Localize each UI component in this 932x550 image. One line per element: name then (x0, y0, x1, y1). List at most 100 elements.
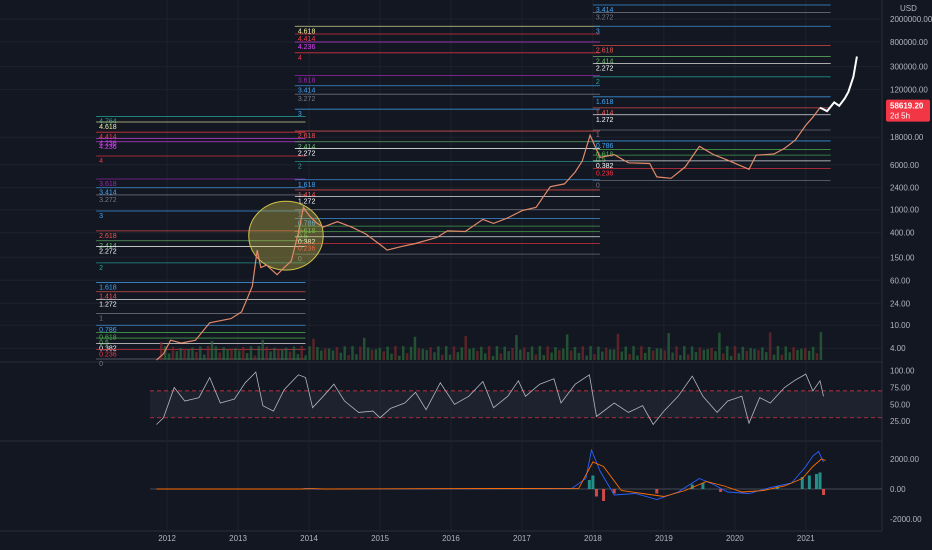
volume-bar (226, 350, 229, 360)
volume-bar (320, 350, 323, 360)
fib-level-label: 2.272 (596, 65, 614, 72)
fib-level-label: 3.272 (99, 197, 117, 204)
volume-bar (347, 355, 350, 360)
macd-tick-label: 2000.00 (890, 455, 919, 464)
macd-histogram-bar (690, 484, 694, 489)
volume-bar (241, 346, 245, 360)
volume-bar (491, 355, 495, 360)
fib-level-label: 1.414 (596, 110, 614, 117)
macd-histogram-bar (822, 489, 826, 495)
volume-bar (191, 347, 194, 360)
fib-level-label: 1 (298, 212, 302, 219)
projection-line (819, 56, 858, 113)
fib-level-label: 1 (596, 132, 600, 139)
volume-bar (565, 334, 569, 360)
price-tick-label: 60.00 (890, 276, 911, 285)
volume-bar (273, 347, 276, 360)
fib-level-label: 3 (298, 111, 302, 118)
volume-bar (312, 338, 315, 360)
fib-level-label: 2.414 (596, 58, 614, 65)
volume-bar (800, 348, 803, 360)
volume-bar (819, 332, 823, 360)
volume-bar (511, 347, 514, 360)
volume-bar (581, 346, 585, 360)
volume-bar (425, 350, 428, 360)
volume-bar (441, 354, 444, 360)
fib-level-label: 4.236 (99, 141, 117, 148)
volume-bar (757, 349, 760, 360)
price-tick-label: 18000.00 (890, 133, 924, 142)
macd-histogram-bar (602, 489, 606, 501)
volume-bar (745, 350, 748, 360)
volume-bar (515, 335, 518, 360)
macd-tick-label: -2000.00 (890, 515, 922, 524)
volume-bar (675, 346, 678, 360)
volume-bar (230, 348, 233, 360)
volume-bar (604, 347, 608, 360)
macd-histogram-bar (655, 489, 659, 494)
macd-histogram-bar (818, 472, 822, 489)
fib-level-label: 1.272 (596, 117, 614, 124)
volume-bar (171, 346, 175, 360)
volume-bar (214, 346, 218, 360)
fib-level-label: 3.618 (298, 78, 316, 85)
fib-level-label: 1.618 (596, 99, 614, 106)
volume-bar (761, 347, 764, 360)
volume-bar (694, 351, 698, 360)
fib-level-label: 2 (99, 265, 103, 272)
fib-level-label: 3.618 (99, 181, 117, 188)
price-tick-label: 4.00 (890, 344, 906, 353)
volume-bar (448, 354, 452, 360)
volume-bar (811, 346, 815, 360)
volume-bar (686, 354, 690, 360)
macd-tick-label: 0.00 (890, 485, 906, 494)
volume-bar (413, 336, 417, 360)
volume-bar (718, 332, 721, 360)
rsi-pane (150, 371, 882, 426)
fib-level-label: 4 (298, 55, 302, 62)
volume-bar (323, 348, 327, 360)
volume-bar (288, 351, 292, 360)
volume-bar (796, 350, 799, 360)
fib-level-label: 2 (298, 164, 302, 171)
volume-bar (655, 348, 659, 360)
volume-bar (683, 346, 686, 360)
volume-bar (206, 346, 210, 360)
volume-bar (593, 353, 596, 360)
grid-layer (0, 0, 883, 532)
volume-bar (647, 346, 651, 360)
volume-bar (480, 346, 483, 360)
volume-bar (499, 353, 503, 360)
volume-bar (714, 351, 717, 360)
volume-bar (421, 348, 425, 360)
macd-histogram-bar (800, 477, 804, 489)
volume-bar (507, 351, 510, 360)
fib-level-label: 1.272 (99, 301, 117, 308)
volume-bar (179, 348, 183, 360)
fib-level-label: 0.236 (298, 245, 316, 252)
highlight-layer (248, 200, 324, 271)
volume-bar (257, 346, 261, 360)
volume-bar (429, 347, 432, 360)
volume-bar (815, 353, 819, 360)
volume-bar (530, 346, 534, 360)
x-tick-label: 2015 (371, 534, 389, 543)
volume-bar (792, 347, 795, 360)
volume-bar (335, 347, 339, 360)
macd-histogram-bar (594, 489, 598, 497)
volume-bar (523, 347, 526, 360)
volume-bar (550, 352, 553, 360)
volume-bar (382, 351, 385, 360)
x-tick-label: 2017 (513, 534, 531, 543)
volume-bar (370, 349, 374, 360)
volume-bar (546, 346, 549, 360)
volume-bar (616, 333, 620, 360)
fib-level-label: 4.618 (298, 28, 316, 35)
last-price-badge-bg (886, 99, 930, 122)
price-tick-label: 6000.00 (890, 161, 919, 170)
fib-level-label: 4.414 (99, 134, 117, 141)
price-tick-label: 1000.00 (890, 206, 919, 215)
fib-level-label: 0.786 (99, 327, 117, 334)
